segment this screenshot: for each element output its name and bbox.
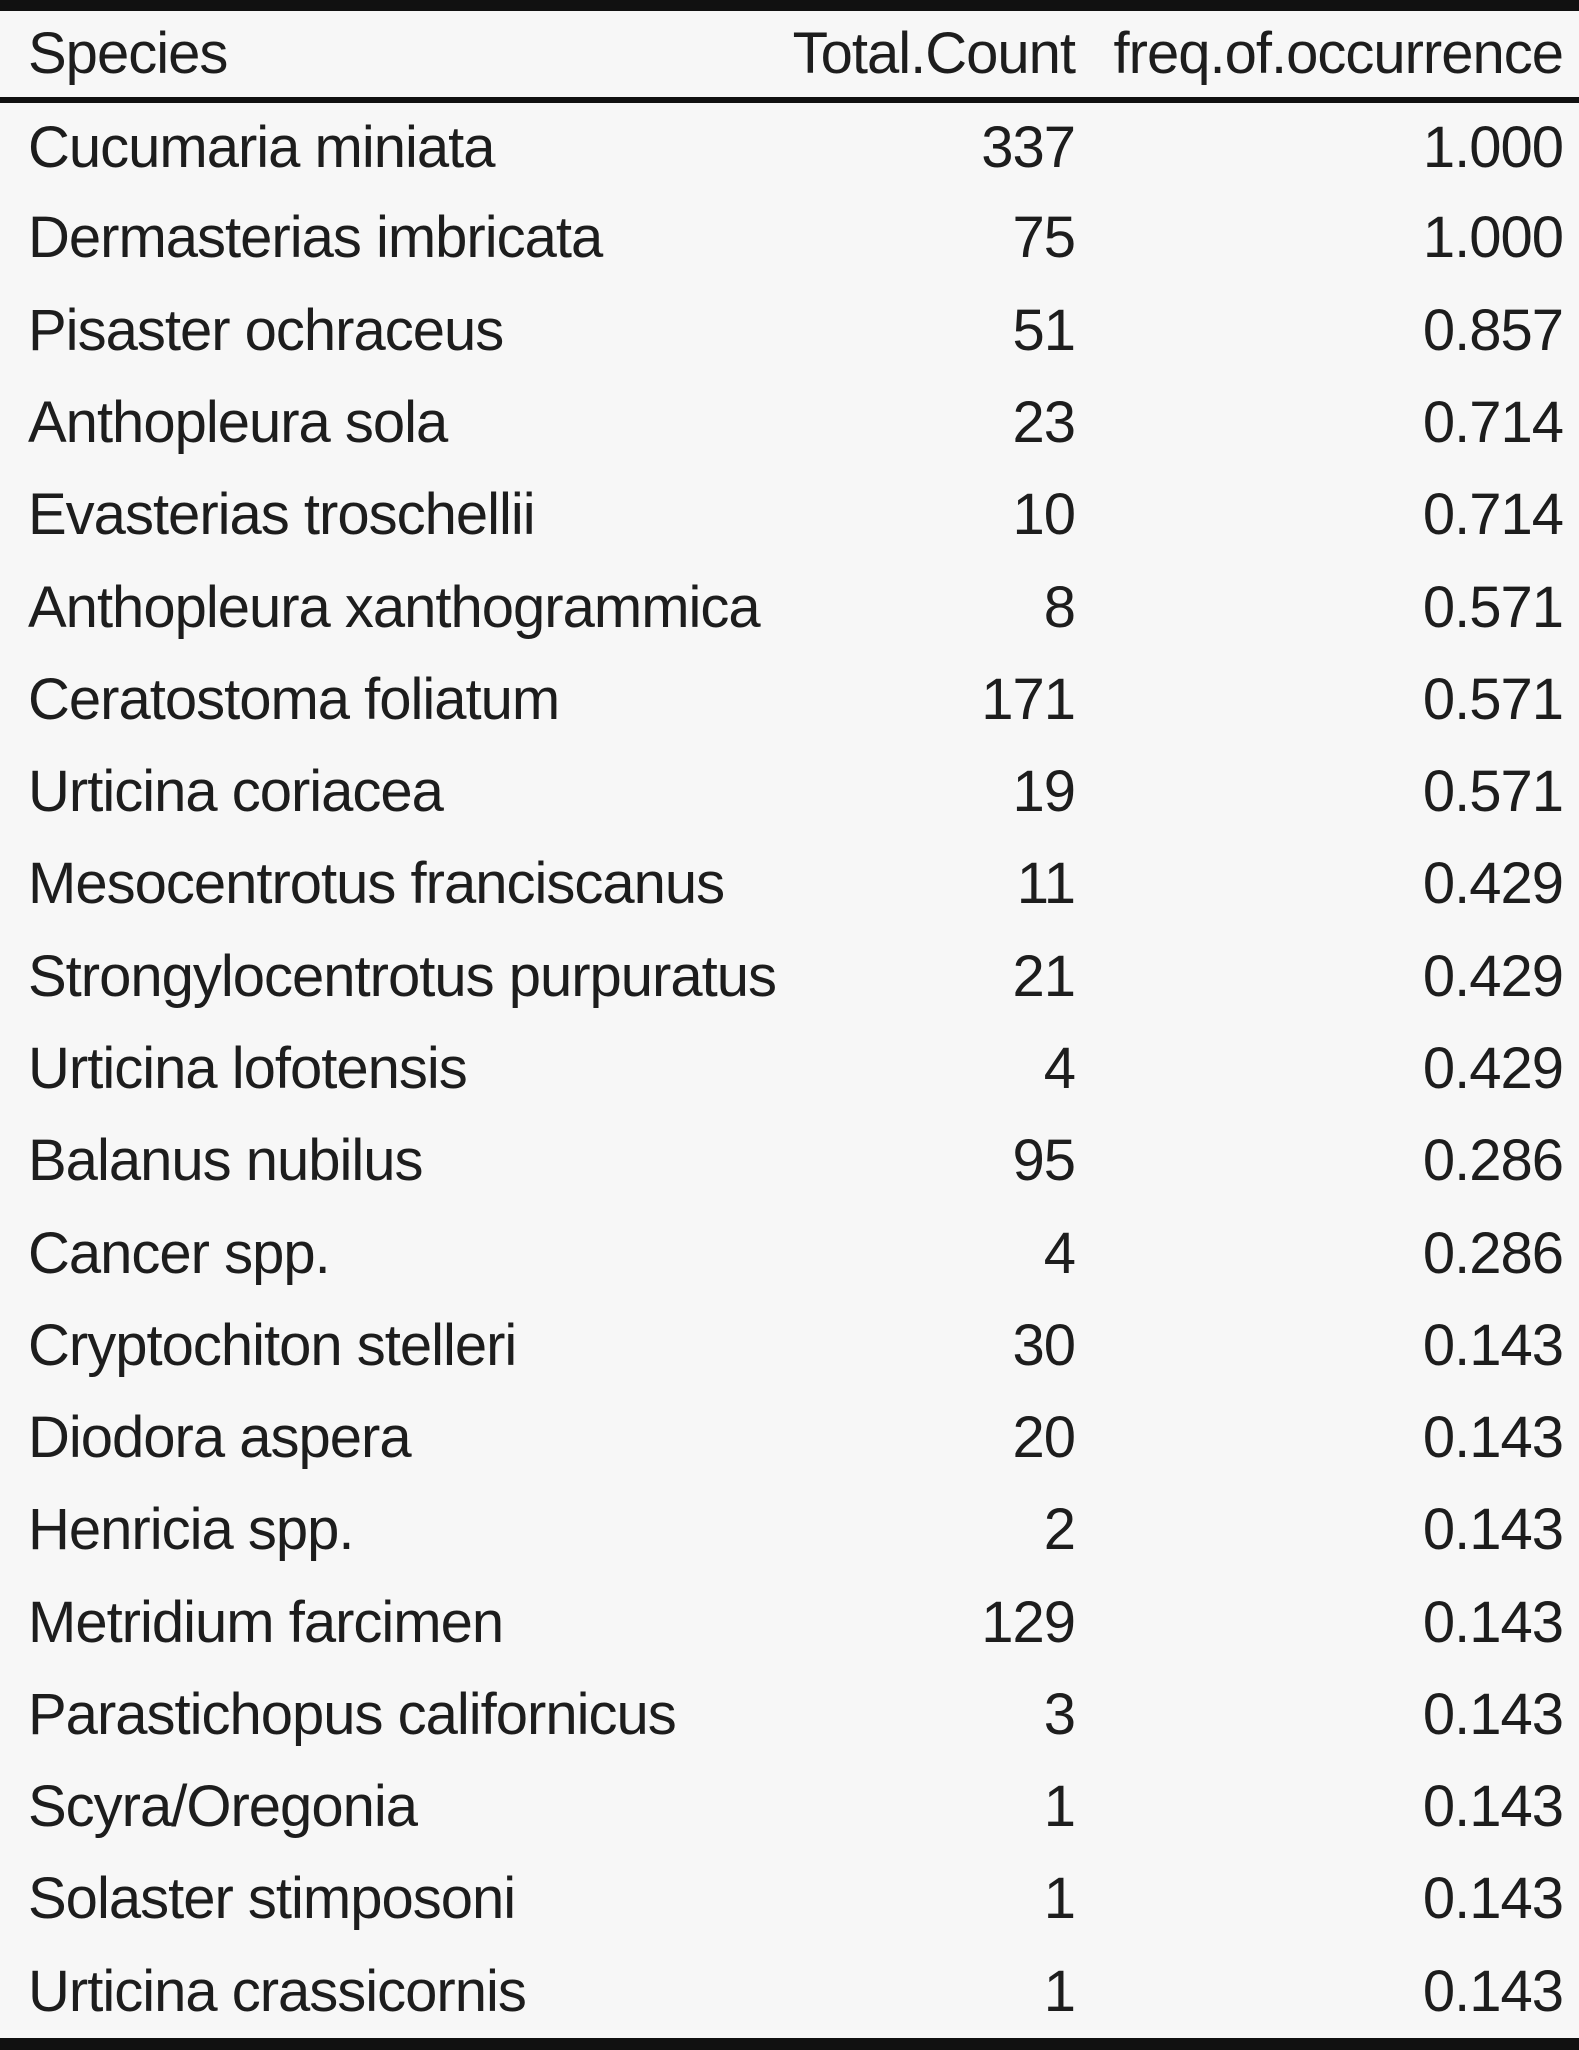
- total-count-cell: 95: [1012, 1128, 1076, 1194]
- species-frequency-table: Species Total.Count freq.of.occurrence C…: [0, 11, 1579, 2038]
- freq-of-occurrence-cell: 0.143: [1422, 1405, 1564, 1471]
- freq-of-occurrence-cell: 0.429: [1422, 943, 1564, 1009]
- total-count-cell: 30: [1012, 1312, 1076, 1378]
- total-count-cell: 129: [981, 1589, 1076, 1655]
- freq-of-occurrence-cell: 0.143: [1422, 1681, 1564, 1747]
- species-cell: Urticina lofotensis: [28, 1035, 468, 1101]
- table-row: Scyra/Oregonia 1 0.143: [0, 1761, 1579, 1853]
- freq-of-occurrence-cell: 0.429: [1422, 851, 1564, 917]
- species-cell: Evasterias troschellii: [28, 482, 536, 548]
- table-row: Solaster stimposoni 1 0.143: [0, 1853, 1579, 1945]
- total-count-cell: 4: [1043, 1220, 1076, 1286]
- species-cell: Cucumaria miniata: [28, 114, 496, 180]
- header-row: Species Total.Count freq.of.occurrence: [0, 11, 1579, 100]
- table-row: Urticina coriacea 19 0.571: [0, 746, 1579, 838]
- species-cell: Scyra/Oregonia: [28, 1774, 418, 1840]
- freq-of-occurrence-cell: 0.143: [1422, 1958, 1564, 2024]
- freq-of-occurrence-cell: 0.571: [1422, 759, 1564, 825]
- total-count-cell: 51: [1012, 297, 1076, 363]
- species-cell: Cryptochiton stelleri: [28, 1312, 517, 1378]
- table-row: Parastichopus californicus 3 0.143: [0, 1669, 1579, 1761]
- total-count-column-header: Total.Count: [792, 21, 1076, 86]
- table-row: Ceratostoma foliatum 171 0.571: [0, 654, 1579, 746]
- freq-of-occurrence-cell: 0.714: [1422, 482, 1564, 548]
- freq-of-occurrence-cell: 0.143: [1422, 1866, 1564, 1932]
- freq-of-occurrence-cell: 0.429: [1422, 1035, 1564, 1101]
- total-count-cell: 171: [981, 666, 1076, 732]
- table-row: Cancer spp. 4 0.286: [0, 1207, 1579, 1299]
- total-count-cell: 337: [981, 114, 1076, 180]
- species-cell: Cancer spp.: [28, 1220, 331, 1286]
- freq-of-occurrence-cell: 0.143: [1422, 1497, 1564, 1563]
- bottom-rule: [0, 2038, 1579, 2050]
- total-count-cell: 1: [1043, 1866, 1076, 1932]
- table-row: Strongylocentrotus purpuratus 21 0.429: [0, 931, 1579, 1023]
- total-count-cell: 75: [1012, 205, 1076, 271]
- total-count-cell: 2: [1043, 1497, 1076, 1563]
- freq-of-occurrence-cell: 0.286: [1422, 1220, 1564, 1286]
- table-row: Cucumaria miniata 337 1.000: [0, 100, 1579, 192]
- total-count-cell: 20: [1012, 1405, 1076, 1471]
- species-cell: Parastichopus californicus: [28, 1681, 677, 1747]
- species-cell: Dermasterias imbricata: [28, 205, 603, 271]
- table-row: Pisaster ochraceus 51 0.857: [0, 285, 1579, 377]
- total-count-cell: 11: [1016, 851, 1076, 917]
- freq-of-occurrence-cell: 1.000: [1422, 114, 1564, 180]
- table-row: Dermasterias imbricata 75 1.000: [0, 192, 1579, 284]
- freq-of-occurrence-cell: 1.000: [1422, 205, 1564, 271]
- total-count-cell: 21: [1012, 943, 1076, 1009]
- species-cell: Henricia spp.: [28, 1497, 354, 1563]
- table-row: Mesocentrotus franciscanus 11 0.429: [0, 838, 1579, 930]
- freq-of-occurrence-cell: 0.571: [1422, 574, 1564, 640]
- total-count-cell: 1: [1043, 1958, 1076, 2024]
- species-cell: Mesocentrotus franciscanus: [28, 851, 725, 917]
- species-cell: Solaster stimposoni: [28, 1866, 516, 1932]
- total-count-cell: 4: [1043, 1035, 1076, 1101]
- total-count-cell: 19: [1012, 759, 1076, 825]
- table-row: Evasterias troschellii 10 0.714: [0, 469, 1579, 561]
- table-row: Metridium farcimen 129 0.143: [0, 1577, 1579, 1669]
- table-row: Urticina lofotensis 4 0.429: [0, 1023, 1579, 1115]
- freq-of-occurrence-cell: 0.571: [1422, 666, 1564, 732]
- table-body: Cucumaria miniata 337 1.000 Dermasterias im…: [0, 100, 1579, 2038]
- species-cell: Balanus nubilus: [28, 1128, 424, 1194]
- species-cell: Anthopleura sola: [28, 389, 448, 455]
- freq-of-occurrence-column-header: freq.of.occurrence: [1113, 21, 1564, 86]
- freq-of-occurrence-cell: 0.143: [1422, 1774, 1564, 1840]
- total-count-cell: 3: [1043, 1681, 1076, 1747]
- species-cell: Metridium farcimen: [28, 1589, 504, 1655]
- species-cell: Anthopleura xanthogrammica: [28, 574, 761, 640]
- total-count-cell: 23: [1012, 389, 1076, 455]
- species-column-header: Species: [28, 21, 228, 86]
- species-cell: Urticina crassicornis: [28, 1958, 527, 2024]
- freq-of-occurrence-cell: 0.857: [1422, 297, 1564, 363]
- top-rule: [0, 0, 1579, 11]
- table-row: Diodora aspera 20 0.143: [0, 1392, 1579, 1484]
- table-row: Balanus nubilus 95 0.286: [0, 1115, 1579, 1207]
- species-cell: Diodora aspera: [28, 1405, 412, 1471]
- total-count-cell: 8: [1043, 574, 1076, 640]
- species-cell: Strongylocentrotus purpuratus: [28, 943, 777, 1009]
- species-cell: Ceratostoma foliatum: [28, 666, 560, 732]
- freq-of-occurrence-cell: 0.286: [1422, 1128, 1564, 1194]
- table-row: Anthopleura sola 23 0.714: [0, 377, 1579, 469]
- species-cell: Urticina coriacea: [28, 759, 444, 825]
- total-count-cell: 1: [1043, 1774, 1076, 1840]
- table-row: Henricia spp. 2 0.143: [0, 1484, 1579, 1576]
- freq-of-occurrence-cell: 0.714: [1422, 389, 1564, 455]
- freq-of-occurrence-cell: 0.143: [1422, 1589, 1564, 1655]
- freq-of-occurrence-cell: 0.143: [1422, 1312, 1564, 1378]
- table-row: Urticina crassicornis 1 0.143: [0, 1946, 1579, 2038]
- species-cell: Pisaster ochraceus: [28, 297, 504, 363]
- table-row: Cryptochiton stelleri 30 0.143: [0, 1300, 1579, 1392]
- table-row: Anthopleura xanthogrammica 8 0.571: [0, 561, 1579, 653]
- total-count-cell: 10: [1012, 482, 1076, 548]
